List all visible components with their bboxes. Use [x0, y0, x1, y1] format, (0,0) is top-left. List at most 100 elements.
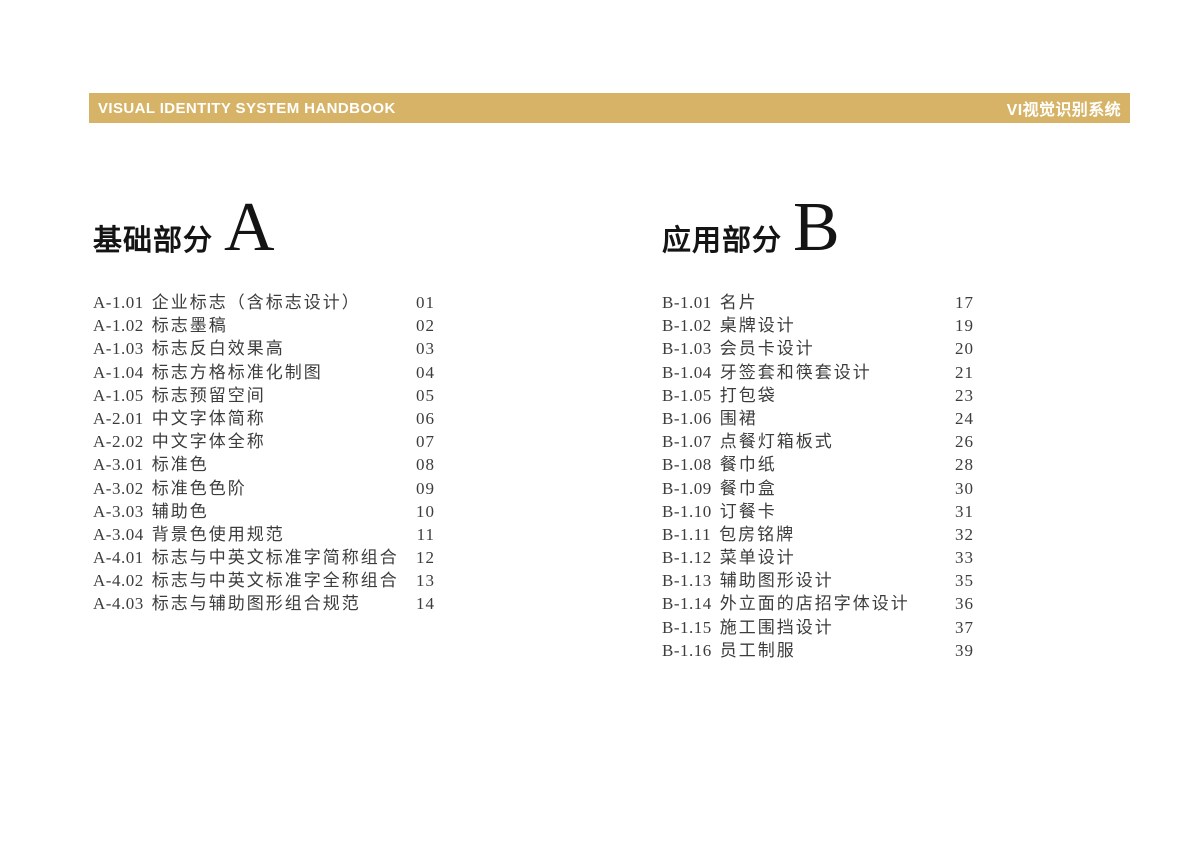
- toc-item-page: 20: [955, 339, 974, 359]
- toc-item-code: B-1.02: [662, 316, 712, 336]
- toc-item-code: B-1.08: [662, 455, 712, 475]
- toc-item: B-1.01 名片 17: [662, 291, 974, 314]
- toc-item-label: 名片: [719, 293, 758, 312]
- toc-item: A-4.01 标志与中英文标准字简称组合 12: [93, 546, 435, 569]
- toc-item: B-1.12 菜单设计 33: [662, 546, 974, 569]
- toc-item-page: 03: [416, 339, 435, 359]
- toc-item-label: 标志方格标准化制图: [151, 362, 323, 382]
- toc-item-text: A-4.01 标志与中英文标准字简称组合: [93, 546, 399, 569]
- toc-item-text: B-1.10 订餐卡: [662, 500, 777, 523]
- toc-item-page: 21: [955, 362, 974, 382]
- toc-item-label: 围裙: [719, 408, 758, 428]
- toc-item-label: 背景色使用规范: [151, 524, 285, 544]
- toc-item-page: 26: [955, 432, 974, 452]
- toc-item: A-2.02 中文字体全称 07: [93, 430, 435, 453]
- toc-item-label: 标准色: [151, 455, 209, 475]
- toc-item-label: 中文字体简称: [151, 408, 266, 428]
- toc-item-page: 19: [955, 316, 974, 336]
- toc-item-text: B-1.08 餐巾纸: [662, 453, 777, 476]
- toc-item-label: 桌牌设计: [719, 316, 796, 336]
- section-heading-application: 应用部分 B: [662, 193, 840, 263]
- toc-item: A-1.03 标志反白效果高 03: [93, 337, 435, 360]
- toc-item-text: B-1.11 包房铭牌: [662, 523, 795, 546]
- toc-item-code: B-1.11: [662, 524, 712, 544]
- toc-item-text: A-1.05 标志预留空间: [93, 384, 266, 407]
- toc-item-label: 中文字体全称: [151, 432, 266, 452]
- toc-item-text: B-1.04 牙签套和筷套设计: [662, 361, 872, 384]
- toc-item-text: A-2.02 中文字体全称: [93, 430, 266, 453]
- toc-item: A-1.02 标志墨稿 02: [93, 314, 435, 337]
- toc-item-page: 14: [416, 594, 435, 614]
- toc-item-text: A-1.01 企业标志（含标志设计）: [93, 291, 361, 314]
- toc-item-code: B-1.15: [662, 617, 712, 637]
- toc-item-page: 08: [416, 455, 435, 475]
- toc-item-text: B-1.03 会员卡设计: [662, 337, 815, 360]
- toc-item-text: A-1.04 标志方格标准化制图: [93, 361, 323, 384]
- toc-item-code: A-2.02: [93, 432, 144, 452]
- toc-item-label: 员工制服: [719, 640, 796, 660]
- toc-item-text: A-1.03 标志反白效果高: [93, 337, 285, 360]
- toc-item: B-1.15 施工围挡设计 37: [662, 616, 974, 639]
- toc-item-code: A-1.04: [93, 362, 144, 382]
- toc-item-label: 餐巾纸: [719, 455, 777, 475]
- toc-item-page: 07: [416, 432, 435, 452]
- toc-item-code: A-3.02: [93, 478, 144, 498]
- toc-item: B-1.10 订餐卡 31: [662, 500, 974, 523]
- toc-item: A-1.05 标志预留空间 05: [93, 384, 435, 407]
- toc-item-label: 标准色色阶: [151, 478, 247, 498]
- toc-item-code: B-1.14: [662, 594, 712, 614]
- toc-item-text: B-1.06 围裙: [662, 407, 758, 430]
- toc-item-code: B-1.10: [662, 501, 712, 521]
- section-title: 基础部分: [93, 225, 214, 257]
- toc-item: B-1.06 围裙 24: [662, 407, 974, 430]
- toc-item-page: 39: [955, 640, 974, 660]
- toc-item: A-3.02 标准色色阶 09: [93, 477, 435, 500]
- toc-item-label: 菜单设计: [719, 548, 796, 568]
- toc-item: B-1.13 辅助图形设计 35: [662, 569, 974, 592]
- toc-item-text: A-4.03 标志与辅助图形组合规范: [93, 592, 361, 615]
- toc-item-text: B-1.09 餐巾盒: [662, 477, 777, 500]
- toc-item: B-1.07 点餐灯箱板式 26: [662, 430, 974, 453]
- toc-item-code: B-1.05: [662, 385, 712, 405]
- toc-item-page: 12: [416, 548, 435, 568]
- toc-item-page: 35: [955, 571, 974, 591]
- toc-item-code: A-4.02: [93, 571, 144, 591]
- header-bar: VISUAL IDENTITY SYSTEM HANDBOOK VI视觉识别系统: [89, 93, 1130, 123]
- toc-item-code: A-2.01: [93, 408, 144, 428]
- header-title-zh: VI视觉识别系统: [1006, 102, 1121, 119]
- toc-item-text: A-1.02 标志墨稿: [93, 314, 228, 337]
- toc-item-page: 36: [955, 594, 974, 614]
- section-letter: B: [793, 189, 840, 266]
- toc-item-page: 24: [955, 408, 974, 428]
- toc-item-page: 01: [416, 293, 435, 312]
- toc-item-page: 33: [955, 548, 974, 568]
- toc-item: A-2.01 中文字体简称 06: [93, 407, 435, 430]
- toc-item-text: B-1.07 点餐灯箱板式: [662, 430, 834, 453]
- toc-item-code: A-1.01: [93, 293, 144, 312]
- toc-item-label: 订餐卡: [719, 501, 777, 521]
- header-title-en: VISUAL IDENTITY SYSTEM HANDBOOK: [98, 99, 396, 117]
- toc-item-label: 辅助图形设计: [719, 571, 834, 591]
- toc-item-text: B-1.12 菜单设计: [662, 546, 796, 569]
- toc-item: B-1.04 牙签套和筷套设计 21: [662, 361, 974, 384]
- toc-item-code: A-4.01: [93, 548, 144, 568]
- toc-item-page: 23: [955, 385, 974, 405]
- toc-item-page: 10: [416, 501, 435, 521]
- toc-item-code: A-3.04: [93, 524, 144, 544]
- toc-item: B-1.05 打包袋 23: [662, 384, 974, 407]
- toc-item-page: 17: [955, 293, 974, 312]
- toc-item-label: 会员卡设计: [719, 339, 815, 359]
- toc-item-code: B-1.04: [662, 362, 712, 382]
- toc-item-text: A-4.02 标志与中英文标准字全称组合: [93, 569, 399, 592]
- toc-item: A-4.02 标志与中英文标准字全称组合 13: [93, 569, 435, 592]
- toc-item: B-1.09 餐巾盒 30: [662, 477, 974, 500]
- toc-item-label: 标志与中英文标准字全称组合: [151, 571, 399, 591]
- toc-item-label: 打包袋: [719, 385, 777, 405]
- toc-list-basic: A-1.01 企业标志（含标志设计） 01 A-1.02 标志墨稿 02 A-1.03 标志反…: [93, 291, 435, 616]
- toc-item-code: B-1.06: [662, 408, 712, 428]
- toc-item-text: B-1.16 员工制服: [662, 639, 796, 662]
- toc-item-text: A-2.01 中文字体简称: [93, 407, 266, 430]
- toc-item-page: 09: [416, 478, 435, 498]
- toc-item-text: B-1.14 外立面的店招字体设计: [662, 592, 910, 615]
- toc-item-code: B-1.01: [662, 293, 712, 312]
